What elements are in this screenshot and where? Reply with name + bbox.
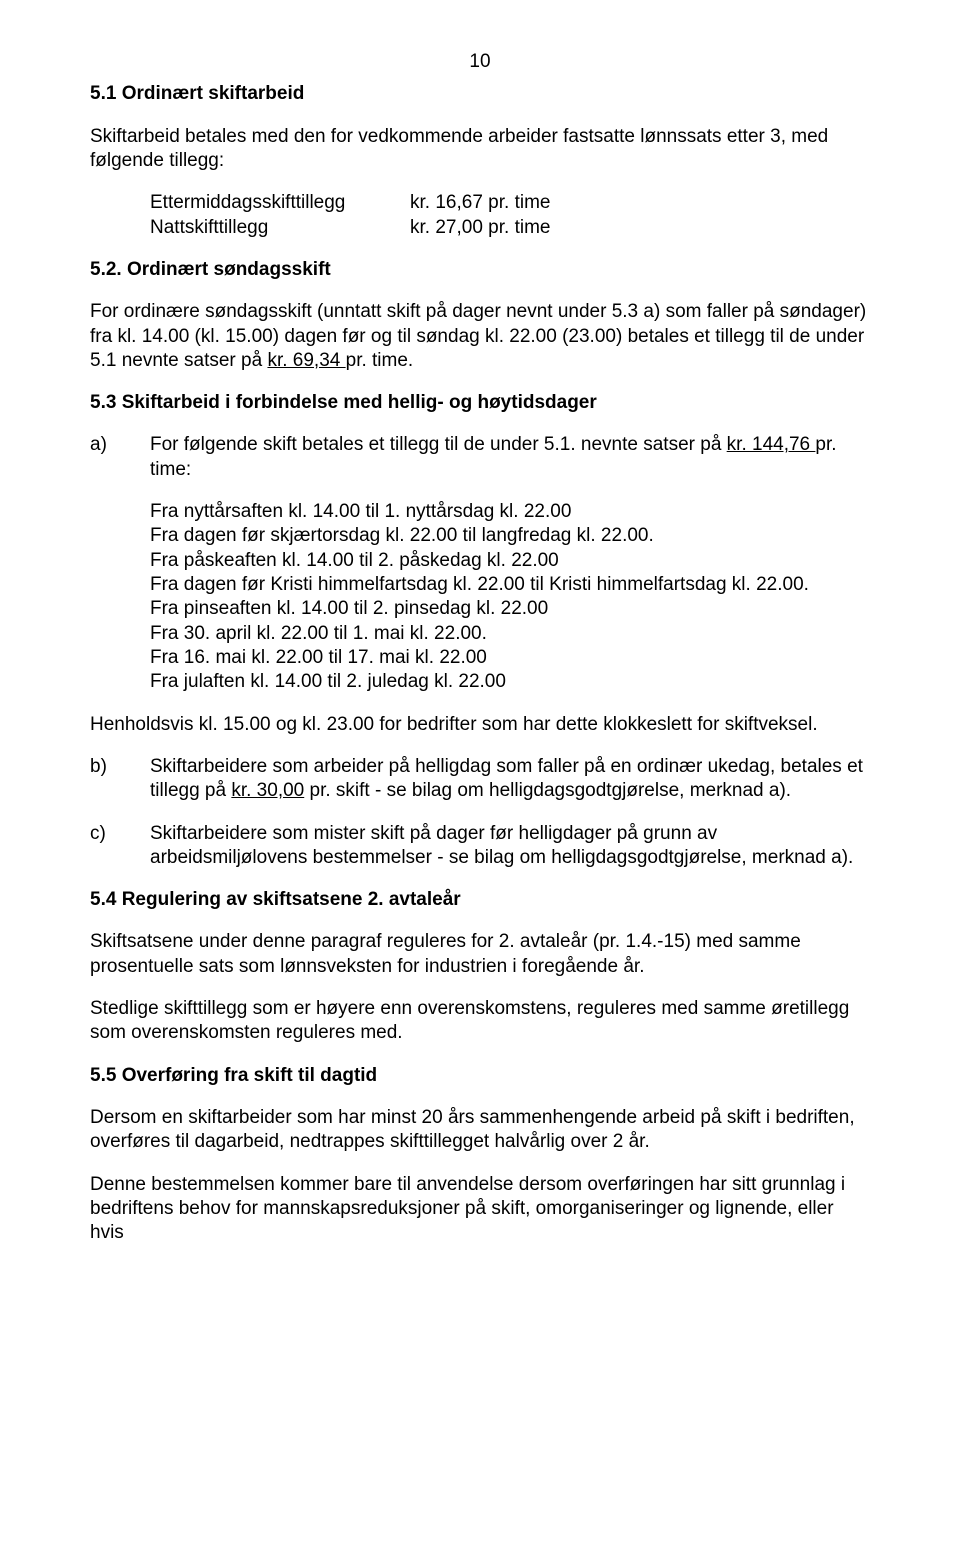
s55-p2: Denne bestemmelsen kommer bare til anven… — [90, 1173, 870, 1246]
s53-b-post: pr. skift - se bilag om helligdagsgodtgj… — [304, 780, 791, 801]
s53-c-body: Skiftarbeidere som mister skift på dager… — [150, 822, 870, 871]
s52-underlined-amount: kr. 69,34 — [267, 350, 345, 371]
s51-row-value: kr. 27,00 pr. time — [410, 216, 550, 240]
s53-a-line: Fra påskeaften kl. 14.00 til 2. påskedag… — [150, 549, 870, 573]
heading-5-1: 5.1 Ordinært skiftarbeid — [90, 82, 870, 106]
s54-p1: Skiftsatsene under denne paragraf regule… — [90, 930, 870, 979]
s51-table: Ettermiddagsskifttillegg kr. 16,67 pr. t… — [150, 191, 870, 240]
s53-hhv: Henholdsvis kl. 15.00 og kl. 23.00 for b… — [90, 713, 870, 737]
s51-row-ettermiddag: Ettermiddagsskifttillegg kr. 16,67 pr. t… — [150, 191, 870, 215]
s53-a-line: Fra dagen før skjærtorsdag kl. 22.00 til… — [150, 524, 870, 548]
s55-p1: Dersom en skiftarbeider som har minst 20… — [90, 1106, 870, 1155]
s53-a-amount: kr. 144,76 — [727, 434, 816, 455]
s53-a-line: Fra 16. mai kl. 22.00 til 17. mai kl. 22… — [150, 646, 870, 670]
heading-5-4: 5.4 Regulering av skiftsatsene 2. avtale… — [90, 888, 870, 912]
s52-body-post: pr. time. — [346, 350, 414, 371]
list-marker-a: a) — [90, 433, 150, 482]
s51-row-label: Nattskifttillegg — [150, 216, 410, 240]
list-marker-c: c) — [90, 822, 150, 871]
s51-row-natt: Nattskifttillegg kr. 27,00 pr. time — [150, 216, 870, 240]
s53-a-pre: For følgende skift betales et tillegg ti… — [150, 434, 727, 455]
list-marker-b: b) — [90, 755, 150, 804]
s53-a-line: Fra pinseaften kl. 14.00 til 2. pinsedag… — [150, 597, 870, 621]
s53-a-body: For følgende skift betales et tillegg ti… — [150, 433, 870, 482]
s52-body: For ordinære søndagsskift (unntatt skift… — [90, 300, 870, 373]
page-number: 10 — [90, 50, 870, 74]
s53-a-line: Fra julaften kl. 14.00 til 2. juledag kl… — [150, 670, 870, 694]
heading-5-3: 5.3 Skiftarbeid i forbindelse med hellig… — [90, 391, 870, 415]
s53-a-line: Fra 30. april kl. 22.00 til 1. mai kl. 2… — [150, 622, 870, 646]
s51-intro: Skiftarbeid betales med den for vedkomme… — [90, 125, 870, 174]
s51-row-value: kr. 16,67 pr. time — [410, 191, 550, 215]
heading-5-2: 5.2. Ordinært søndagsskift — [90, 258, 870, 282]
s53-a-line: Fra dagen før Kristi himmelfartsdag kl. … — [150, 573, 870, 597]
heading-5-5: 5.5 Overføring fra skift til dagtid — [90, 1064, 870, 1088]
s51-row-label: Ettermiddagsskifttillegg — [150, 191, 410, 215]
s53-b-body: Skiftarbeidere som arbeider på helligdag… — [150, 755, 870, 804]
s53-c: c) Skiftarbeidere som mister skift på da… — [90, 822, 870, 871]
s54-p2: Stedlige skifttillegg som er høyere enn … — [90, 997, 870, 1046]
s53-b: b) Skiftarbeidere som arbeider på hellig… — [90, 755, 870, 804]
s53-a-lines: Fra nyttårsaften kl. 14.00 til 1. nyttår… — [150, 500, 870, 695]
s53-a: a) For følgende skift betales et tillegg… — [90, 433, 870, 482]
s52-body-pre: For ordinære søndagsskift (unntatt skift… — [90, 301, 866, 371]
s53-a-line: Fra nyttårsaften kl. 14.00 til 1. nyttår… — [150, 500, 870, 524]
s53-b-amount: kr. 30,00 — [231, 780, 304, 801]
